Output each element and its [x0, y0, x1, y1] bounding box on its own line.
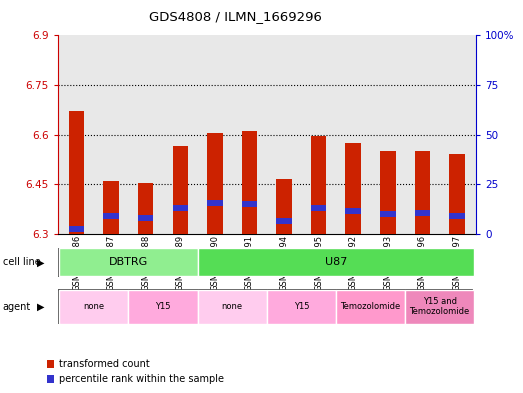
- Bar: [345, 208, 361, 214]
- Text: Temozolomide: Temozolomide: [340, 302, 401, 311]
- Bar: [380, 211, 395, 217]
- Bar: [138, 183, 153, 234]
- Bar: [198, 248, 474, 277]
- Bar: [129, 290, 198, 323]
- Text: U87: U87: [325, 257, 347, 267]
- Bar: [311, 136, 326, 234]
- Legend: transformed count, percentile rank within the sample: transformed count, percentile rank withi…: [47, 359, 224, 384]
- Bar: [415, 151, 430, 234]
- Text: Y15: Y15: [155, 302, 170, 311]
- Text: agent: agent: [3, 301, 31, 312]
- Bar: [276, 179, 292, 234]
- Bar: [345, 143, 361, 234]
- Bar: [242, 131, 257, 234]
- Bar: [449, 213, 465, 219]
- Bar: [336, 290, 405, 323]
- Bar: [207, 133, 223, 234]
- Text: cell line: cell line: [3, 257, 40, 267]
- Bar: [449, 154, 465, 234]
- Bar: [104, 181, 119, 234]
- Bar: [242, 202, 257, 208]
- Bar: [69, 112, 84, 234]
- Bar: [405, 290, 474, 323]
- Bar: [138, 215, 153, 220]
- Text: ▶: ▶: [37, 257, 44, 267]
- Bar: [173, 146, 188, 234]
- Bar: [104, 213, 119, 219]
- Text: ▶: ▶: [37, 301, 44, 312]
- Text: Y15 and
Temozolomide: Y15 and Temozolomide: [410, 297, 470, 316]
- Bar: [276, 218, 292, 224]
- Text: DBTRG: DBTRG: [109, 257, 148, 267]
- Text: GDS4808 / ILMN_1669296: GDS4808 / ILMN_1669296: [149, 10, 322, 23]
- Text: none: none: [222, 302, 243, 311]
- Bar: [380, 151, 395, 234]
- Bar: [198, 290, 267, 323]
- Bar: [415, 210, 430, 216]
- Bar: [69, 226, 84, 232]
- Bar: [173, 205, 188, 211]
- Bar: [311, 205, 326, 211]
- Bar: [59, 248, 198, 277]
- Bar: [207, 200, 223, 206]
- Bar: [59, 290, 129, 323]
- Bar: [267, 290, 336, 323]
- Text: none: none: [83, 302, 105, 311]
- Text: Y15: Y15: [293, 302, 309, 311]
